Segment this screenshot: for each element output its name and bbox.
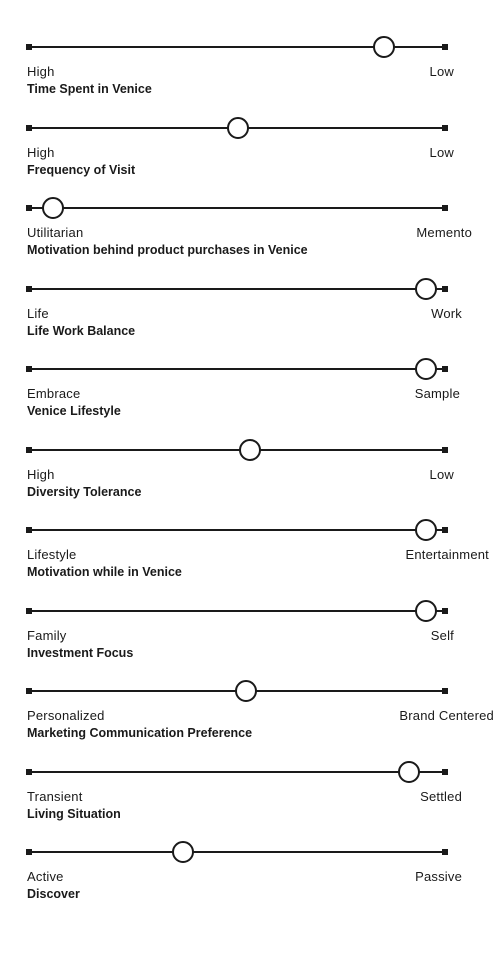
track-end-right xyxy=(442,285,448,292)
slider-title: Investment Focus xyxy=(27,645,134,660)
slider-row: High Low Diversity Tolerance xyxy=(0,438,500,523)
track-end-right xyxy=(442,607,448,614)
slider-title: Living Situation xyxy=(27,806,121,821)
track-end-right xyxy=(442,688,448,694)
track-end-left xyxy=(26,768,32,775)
slider-title: Motivation behind product purchases in V… xyxy=(27,243,308,257)
track-end-right xyxy=(442,849,448,855)
slider-knob[interactable] xyxy=(42,197,65,219)
slider-left-label: High xyxy=(27,64,55,79)
track-end-left xyxy=(26,607,32,614)
slider-knob[interactable] xyxy=(373,36,396,58)
track-end-left xyxy=(26,688,32,694)
slider-right-label: Low xyxy=(429,144,454,160)
track-end-right xyxy=(442,124,448,131)
track-end-left xyxy=(26,849,32,855)
slider-right-label: Low xyxy=(429,466,454,482)
track-end-right xyxy=(442,205,448,211)
slider-left-label: High xyxy=(27,466,55,482)
track-end-right xyxy=(442,446,448,453)
slider-row: Lifestyle Entertainment Motivation while i… xyxy=(0,519,500,603)
slider-left-label: Transient xyxy=(27,788,83,804)
slider-left-label: Active xyxy=(27,869,64,884)
slider-right-label: Settled xyxy=(420,788,462,804)
slider-knob[interactable] xyxy=(239,438,262,461)
track-end-left xyxy=(26,124,32,131)
track-end-left xyxy=(26,366,32,372)
slider-track[interactable] xyxy=(28,368,447,370)
slider-row: High Low Time Spent in Venice xyxy=(0,36,500,120)
slider-left-label: Embrace xyxy=(27,386,81,401)
slider-track[interactable] xyxy=(28,207,447,209)
slider-title: Time Spent in Venice xyxy=(27,82,152,96)
slider-title: Marketing Communication Preference xyxy=(27,726,253,740)
track-end-left xyxy=(26,285,32,292)
track-end-left xyxy=(26,446,32,453)
slider-row: Family Self Investment Focus xyxy=(0,599,500,684)
slider-row: Embrace Sample Venice Lifestyle xyxy=(0,358,500,442)
slider-right-label: Work xyxy=(431,305,462,321)
slider-track[interactable] xyxy=(28,529,447,531)
track-end-left xyxy=(26,205,32,211)
track-end-left xyxy=(26,527,32,533)
slider-row: Life Work Life Work Balance xyxy=(0,277,500,362)
slider-left-label: Lifestyle xyxy=(27,547,77,562)
slider-knob[interactable] xyxy=(415,277,438,300)
slider-right-label: Memento xyxy=(416,225,472,240)
track-end-left xyxy=(26,44,32,50)
slider-left-label: Utilitarian xyxy=(27,225,84,240)
slider-row: Active Passive Discover xyxy=(0,841,500,925)
slider-left-label: High xyxy=(27,144,55,160)
track-end-right xyxy=(442,366,448,372)
track-end-right xyxy=(442,44,448,50)
slider-row: Personalized Brand Centered Marketing Comm… xyxy=(0,680,500,764)
slider-knob[interactable] xyxy=(398,760,421,783)
slider-track[interactable] xyxy=(28,770,447,773)
slider-right-label: Low xyxy=(429,64,454,79)
slider-track[interactable] xyxy=(28,609,447,612)
slider-title: Motivation while in Venice xyxy=(27,565,182,579)
slider-right-label: Self xyxy=(430,627,454,643)
slider-right-label: Entertainment xyxy=(405,547,489,562)
slider-row: Utilitarian Memento Motivation behind prod… xyxy=(0,197,500,281)
slider-left-label: Family xyxy=(27,627,67,643)
slider-title: Life Work Balance xyxy=(27,323,136,338)
slider-knob[interactable] xyxy=(226,116,249,139)
slider-row: High Low Frequency of Visit xyxy=(0,116,500,201)
slider-track[interactable] xyxy=(28,448,447,451)
slider-row: Transient Settled Living Situation xyxy=(0,760,500,845)
slider-track[interactable] xyxy=(28,851,447,853)
slider-track[interactable] xyxy=(28,46,447,48)
slider-knob[interactable] xyxy=(234,680,257,702)
track-end-right xyxy=(442,768,448,775)
slider-knob[interactable] xyxy=(415,519,438,541)
slider-right-label: Sample xyxy=(414,386,460,401)
slider-left-label: Personalized xyxy=(27,708,105,723)
track-end-right xyxy=(442,527,448,533)
slider-knob[interactable] xyxy=(415,358,438,380)
slider-right-label: Passive xyxy=(415,869,462,884)
slider-knob[interactable] xyxy=(415,599,438,622)
slider-title: Discover xyxy=(27,887,80,901)
slider-knob[interactable] xyxy=(172,841,195,863)
slider-right-label: Brand Centered xyxy=(399,708,494,723)
slider-left-label: Life xyxy=(27,305,49,321)
slider-title: Frequency of Visit xyxy=(27,162,136,177)
slider-title: Venice Lifestyle xyxy=(27,404,121,418)
slider-track[interactable] xyxy=(28,287,447,290)
slider-title: Diversity Tolerance xyxy=(27,484,142,499)
